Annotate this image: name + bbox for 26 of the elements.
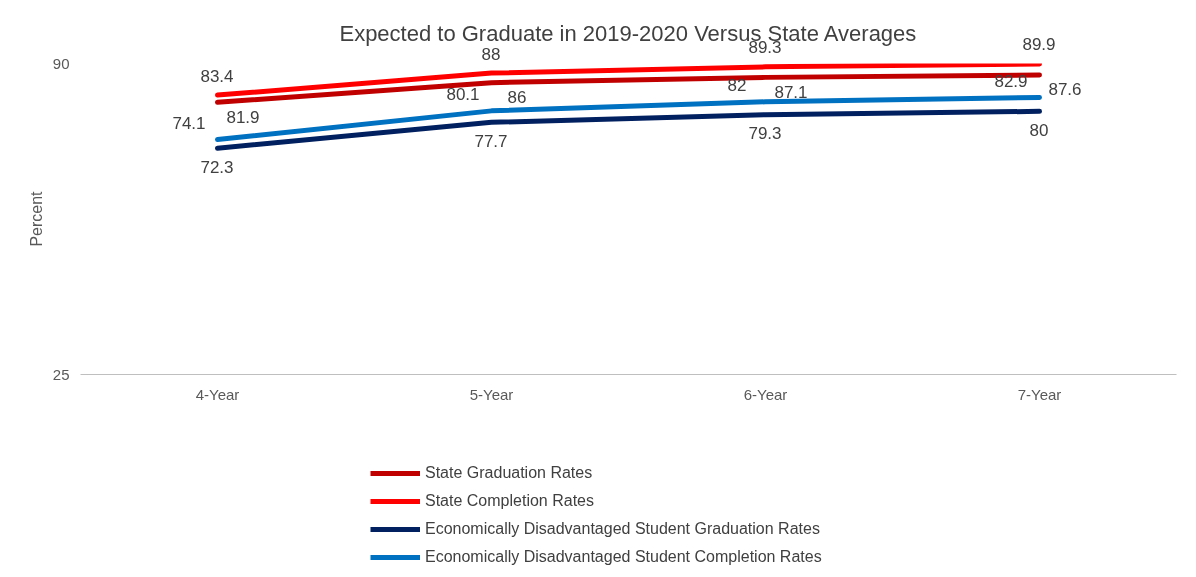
x-tick-label: 4-Year (195, 385, 240, 403)
data-label: 88 (481, 44, 501, 65)
x-tick-label: 5-Year (469, 385, 514, 403)
data-label: 80.1 (446, 85, 480, 106)
data-label: 82 (727, 76, 747, 97)
data-label: 82.9 (994, 71, 1028, 92)
y-tick-label: 90 (52, 54, 70, 72)
data-label: 79.3 (748, 124, 782, 145)
y-axis-title: Percent (27, 190, 45, 247)
data-label: 87.6 (1048, 80, 1082, 101)
x-tick-label: 7-Year (1017, 385, 1062, 403)
y-tick-label: 25 (52, 365, 70, 383)
data-label: 72.3 (200, 157, 234, 178)
data-label: 77.7 (474, 131, 508, 152)
data-label: 81.9 (226, 107, 260, 128)
legend-label: Economically Disadvantaged Student Completion Rates (425, 548, 822, 566)
legend-label: Economically Disadvantaged Student Graduation Rates (425, 520, 820, 538)
data-label: 74.1 (172, 114, 206, 135)
data-label: 80 (1029, 120, 1049, 141)
data-label: 87.1 (774, 82, 808, 103)
data-label: 89.9 (1022, 35, 1056, 56)
legend-label: State Graduation Rates (425, 464, 593, 482)
x-tick-label: 6-Year (743, 385, 788, 403)
legend-label: State Completion Rates (425, 492, 594, 510)
data-label: 86 (507, 88, 527, 109)
data-label: 83.4 (200, 66, 234, 87)
